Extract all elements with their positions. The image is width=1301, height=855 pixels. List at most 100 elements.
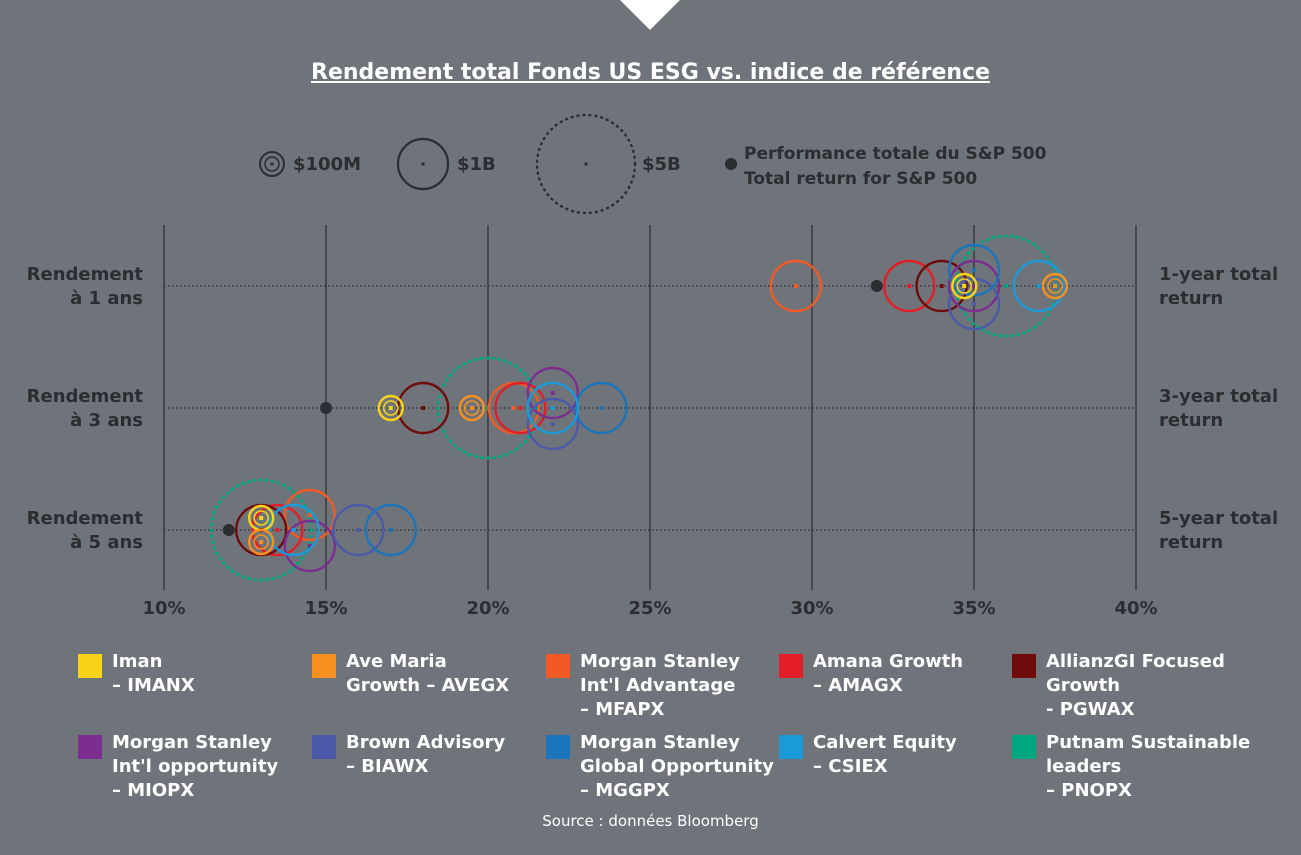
bubble-growthavegx-1 — [458, 394, 485, 422]
row-label-line: return — [1159, 288, 1224, 309]
bubble-inner-ring — [463, 400, 480, 416]
size-legend-label-large: $5B — [642, 154, 681, 175]
legend-swatch — [1012, 735, 1036, 759]
bubble-center — [356, 528, 361, 532]
bubble-growthavegx-2 — [248, 528, 275, 556]
row-label-line: à 3 ans — [70, 410, 143, 431]
bubble-csiex-1 — [526, 381, 579, 435]
bubble-inner-ring — [253, 510, 270, 526]
legend-swatch — [546, 654, 570, 678]
bubble-imanx-1 — [377, 394, 404, 422]
bubble-center — [939, 284, 944, 288]
row-label-1y-fr: Rendement à 1 ans — [23, 263, 143, 311]
legend-swatch — [779, 735, 803, 759]
bubble-intladvantage-2 — [283, 488, 336, 542]
bubble-center — [972, 268, 976, 272]
bubble-center — [259, 540, 264, 544]
bubble-center — [388, 528, 393, 532]
bubble-globalopportunity-0 — [947, 243, 1001, 297]
bubble-inner-ring — [253, 534, 270, 550]
bubble-center — [1053, 284, 1057, 288]
row-label-line: Rendement — [26, 264, 143, 285]
row-label-3y-en: 3-year total return — [1159, 385, 1299, 433]
bubble-center — [518, 406, 523, 410]
size-legend-large-center — [584, 162, 588, 166]
legend-swatch — [312, 735, 336, 759]
bubble-growthavegx-0 — [1041, 272, 1069, 300]
bubble-center — [307, 544, 312, 548]
x-tick-label: 35% — [952, 598, 996, 619]
bubble-center — [550, 422, 555, 426]
x-tick-label: 25% — [628, 598, 672, 619]
x-tick-label: 40% — [1114, 598, 1158, 619]
sp500-legend-dot — [725, 158, 737, 170]
legend-swatch — [546, 735, 570, 759]
size-legend-small-center — [270, 162, 274, 166]
bubble-csiex-0 — [1012, 259, 1066, 313]
legend-label: Amana Growth – AMAGX — [813, 651, 964, 696]
size-legend-large-ring — [535, 113, 637, 215]
bubble-center — [275, 528, 280, 532]
bubble-center — [511, 406, 516, 410]
bubble-center — [962, 284, 967, 288]
row-label-line: Rendement — [26, 508, 143, 529]
sp500-dot — [222, 524, 235, 536]
legend-label: Ave Maria Growth – AVEGX — [346, 651, 510, 696]
bubble-imanx-0 — [951, 272, 978, 300]
bubble-center — [1004, 284, 1009, 288]
sp500-label-fr: Performance totale du S&P 500 — [744, 144, 1047, 164]
bubble-amagx-0 — [883, 259, 936, 313]
row-label-line: à 5 ans — [70, 532, 143, 553]
bubble-biawx-2 — [332, 503, 385, 557]
legend-label: Iman – IMANX — [112, 651, 195, 696]
row-label-1y-en: 1-year total return — [1159, 263, 1299, 311]
legend-swatch — [779, 654, 803, 678]
bubble-leaders-2 — [209, 478, 313, 582]
x-tick-label: 20% — [466, 598, 510, 619]
legend-label: Morgan Stanley Global Opportunity – MGGPX — [580, 732, 774, 801]
bubble-center — [972, 302, 976, 306]
legend-label: Brown Advisory – BIAWX — [346, 732, 506, 777]
chart-title: Rendement total Fonds US ESG vs. indice … — [311, 60, 990, 85]
bubble-intlopportunity-1 — [526, 366, 579, 420]
row-label-line: Rendement — [26, 386, 143, 407]
bubble-center — [550, 406, 555, 410]
legend-swatch — [78, 735, 102, 759]
bubble-amagx-2 — [251, 503, 304, 557]
size-legend-small-inner — [264, 156, 280, 172]
bubble-intlopportunity-2 — [283, 519, 336, 573]
bubble-intlopportunity-0 — [947, 259, 1001, 313]
row-label-3y-fr: Rendement à 3 ans — [23, 385, 143, 433]
legend-label: AllianzGI Focused Growth - PGWAX — [1046, 651, 1225, 720]
sp500-dot — [870, 280, 883, 292]
bubble-center — [1036, 284, 1041, 288]
bubble-amagx-1 — [494, 381, 547, 435]
row-label-line: 3-year total — [1159, 386, 1279, 407]
size-legend-label-medium: $1B — [457, 154, 496, 175]
bubble-inner-ring — [382, 400, 399, 416]
row-label-line: à 1 ans — [70, 288, 143, 309]
top-notch — [620, 0, 680, 30]
bubble-center — [469, 406, 474, 410]
sp500-label-en: Total return for S&P 500 — [744, 169, 978, 189]
sp500-dot — [320, 402, 332, 414]
row-label-line: return — [1159, 410, 1224, 431]
bubble-center — [421, 406, 426, 410]
legend-label: Morgan Stanley Int'l opportunity – MIOPX — [112, 732, 279, 801]
bubble-csiex-2 — [267, 503, 320, 557]
row-label-5y-en: 5-year total return — [1159, 507, 1299, 555]
row-label-5y-fr: Rendement à 5 ans — [23, 507, 143, 555]
legend-swatch — [1012, 654, 1036, 678]
bubble-globalopportunity-1 — [575, 381, 628, 435]
source-note: Source : données Bloomberg — [542, 812, 759, 830]
x-tick-label: 15% — [304, 598, 348, 619]
x-tick-label: 10% — [142, 598, 186, 619]
legend-label: Calvert Equity – CSIEX — [813, 732, 957, 777]
size-legend-medium-center — [421, 162, 425, 166]
bubble-center — [599, 406, 604, 410]
row-label-line: return — [1159, 532, 1224, 553]
bubble-growth-0 — [915, 259, 968, 313]
size-legend-medium-ring — [396, 137, 450, 191]
bubble-biawx-1 — [526, 397, 579, 451]
sp500-legend-label: Performance totale du S&P 500 Total retu… — [744, 142, 1046, 192]
